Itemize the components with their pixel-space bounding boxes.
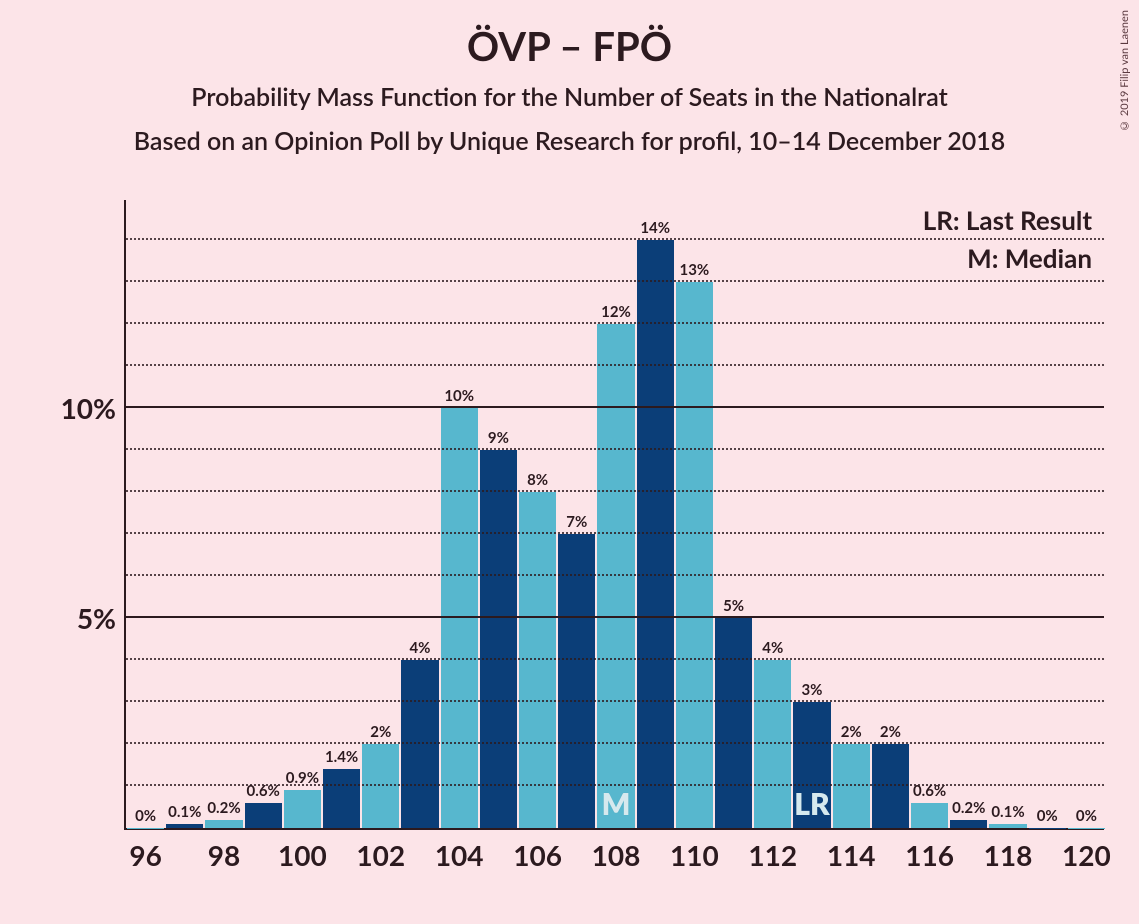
bar: 9%: [480, 450, 517, 828]
bar-value-label: 7%: [566, 513, 587, 531]
gridline-minor: [126, 784, 1104, 786]
bar-value-label: 0.2%: [952, 799, 985, 817]
bar: 1.4%: [323, 769, 360, 828]
x-axis-label: 118: [984, 838, 1033, 872]
bar-value-label: 4%: [409, 639, 430, 657]
bar-value-label: 8%: [527, 471, 548, 489]
gridline-minor: [126, 364, 1104, 366]
plot-area: LR: Last Result M: Median 0%0.1%0.2%0.6%…: [124, 200, 1104, 830]
gridline-major: [126, 616, 1104, 618]
bar-value-label: 0%: [1076, 807, 1097, 825]
bar: 2%: [833, 744, 870, 828]
bar-value-label: 13%: [680, 261, 710, 279]
bars-container: 0%0.1%0.2%0.6%0.9%1.4%2%4%10%9%8%7%12%14…: [126, 200, 1104, 828]
bar-value-label: 3%: [801, 681, 822, 699]
bar-value-label: 4%: [762, 639, 783, 657]
bar: 2%: [872, 744, 909, 828]
gridline-minor: [126, 490, 1104, 492]
bar-value-label: 2%: [880, 723, 901, 741]
gridline-minor: [126, 658, 1104, 660]
bar-value-label: 10%: [444, 387, 474, 405]
x-axis-label: 114: [827, 838, 876, 872]
bar: 10%: [441, 408, 478, 828]
bar-value-label: 1.4%: [325, 748, 358, 766]
bar: 14%: [637, 240, 674, 828]
bar: 0.1%: [989, 824, 1026, 828]
bar: 3%: [793, 702, 830, 828]
gridline-minor: [126, 280, 1104, 282]
gridline-major: [126, 406, 1104, 408]
bar: 0%: [1029, 828, 1066, 829]
x-axis-label: 116: [905, 838, 954, 872]
bar: 8%: [519, 492, 556, 828]
bar: 0%: [1068, 828, 1105, 829]
bar: 2%: [362, 744, 399, 828]
x-axis-label: 100: [278, 838, 327, 872]
bar-value-label: 0.2%: [207, 799, 240, 817]
bar-value-label: 5%: [723, 597, 744, 615]
bar: 0.2%: [205, 820, 242, 828]
bar-value-label: 12%: [601, 303, 631, 321]
x-axis-label: 104: [435, 838, 484, 872]
bar: 0.9%: [284, 790, 321, 828]
y-axis-label: 10%: [61, 391, 126, 425]
bar-value-label: 0.1%: [168, 803, 201, 821]
bar: 5%: [715, 618, 752, 828]
chart-title: ÖVP – FPÖ: [0, 0, 1139, 70]
gridline-minor: [126, 322, 1104, 324]
bar-value-label: 14%: [640, 219, 670, 237]
bar: 0.1%: [166, 824, 203, 828]
x-axis-label: 110: [670, 838, 719, 872]
chart: LR: Last Result M: Median 0%0.1%0.2%0.6%…: [70, 200, 1110, 880]
bar-value-label: 2%: [370, 723, 391, 741]
bar-value-label: 0.1%: [991, 803, 1024, 821]
gridline-minor: [126, 574, 1104, 576]
bar: 0.2%: [950, 820, 987, 828]
gridline-minor: [126, 700, 1104, 702]
bar: 12%: [597, 324, 634, 828]
bar-value-label: 2%: [841, 723, 862, 741]
x-axis-label: 106: [513, 838, 562, 872]
x-axis-label: 120: [1062, 838, 1111, 872]
bar: 0.6%: [245, 803, 282, 828]
x-axis-label: 98: [208, 838, 240, 872]
y-axis-label: 5%: [77, 601, 126, 635]
chart-subtitle-2: Based on an Opinion Poll by Unique Resea…: [0, 126, 1139, 156]
copyright-text: © 2019 Filip van Laenen: [1118, 10, 1131, 132]
gridline-minor: [126, 448, 1104, 450]
x-axis-label: 96: [129, 838, 161, 872]
bar: 4%: [754, 660, 791, 828]
bar: 4%: [401, 660, 438, 828]
x-axis-label: 108: [592, 838, 641, 872]
chart-subtitle-1: Probability Mass Function for the Number…: [0, 82, 1139, 112]
x-axis-label: 102: [356, 838, 405, 872]
x-axis-label: 112: [748, 838, 797, 872]
bar: 0.6%: [911, 803, 948, 828]
bar-value-label: 9%: [488, 429, 509, 447]
bar-value-label: 0%: [1037, 807, 1058, 825]
bar: 0%: [127, 828, 164, 829]
gridline-minor: [126, 238, 1104, 240]
bar-value-label: 0%: [135, 807, 156, 825]
gridline-minor: [126, 742, 1104, 744]
gridline-minor: [126, 532, 1104, 534]
